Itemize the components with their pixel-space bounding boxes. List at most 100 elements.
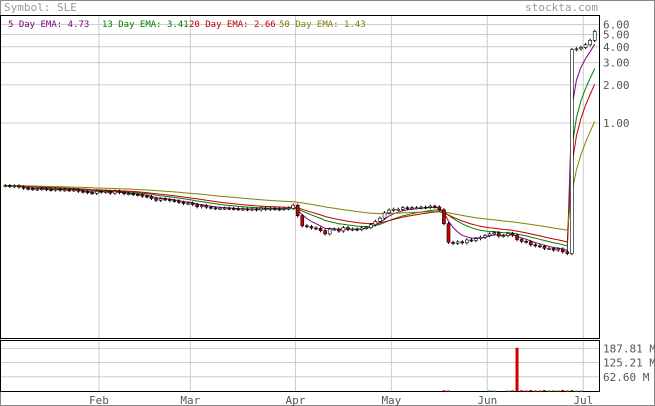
candle-body (17, 185, 21, 188)
candle-body (574, 48, 579, 51)
price-tick-label: 4.00 (603, 41, 630, 54)
candle-body (85, 191, 90, 194)
volume-bar (561, 389, 565, 391)
candle-body (241, 208, 245, 211)
candle-body (501, 235, 506, 237)
candle-body (560, 248, 565, 253)
candle-body (592, 30, 597, 41)
candle-body (423, 206, 428, 209)
price-candles (3, 29, 597, 256)
candle-body (8, 185, 12, 187)
candle-body (49, 189, 53, 191)
price-axis-labels: 6.005.004.00 3.00 2.00 1.00 (603, 18, 630, 129)
candle-body (369, 224, 373, 228)
candle-body (26, 187, 30, 190)
candle-body (551, 248, 556, 251)
candle-body (483, 235, 487, 238)
candle-body (446, 223, 451, 243)
candle-body (432, 205, 437, 208)
candle-body (222, 207, 227, 210)
candle-body (35, 188, 40, 191)
volume-bar (542, 390, 546, 392)
candle-body (455, 241, 460, 244)
candle-body (300, 215, 305, 227)
ema-50-line (5, 121, 596, 231)
candle-body (113, 190, 117, 194)
candle-body (21, 186, 26, 189)
volume-bar (492, 390, 496, 392)
price-tick-label: 2.00 (603, 79, 630, 92)
candle-body (181, 202, 186, 204)
candle-body (291, 204, 295, 209)
candle-body (163, 198, 168, 201)
candle-body (469, 239, 474, 242)
candle-body (364, 227, 369, 229)
candle-body (268, 208, 273, 210)
volume-bar (552, 390, 556, 392)
volume-bar (506, 390, 510, 392)
candle-body (588, 39, 592, 46)
candle-body (277, 208, 282, 211)
volume-bar (529, 390, 533, 392)
candle-body (145, 195, 149, 198)
candle-body (53, 188, 58, 191)
candle-body (122, 192, 126, 195)
candle-body (81, 190, 85, 193)
month-axis-labels: Feb Mar Apr May Jun Jul (89, 394, 593, 406)
candle-body (428, 205, 433, 208)
volume-bar (520, 390, 524, 392)
candle-body (341, 227, 346, 232)
candle-body (282, 208, 286, 210)
price-tick-label: 1.00 (603, 117, 630, 130)
candle-body (355, 228, 359, 231)
candle-body (90, 192, 94, 194)
candle-body (519, 239, 524, 242)
candle-body (318, 228, 323, 231)
candle-body (3, 185, 8, 187)
volume-bar (547, 390, 551, 392)
candle-body (195, 204, 199, 207)
candle-body (565, 251, 570, 254)
candle-body (273, 208, 277, 210)
candle-body (67, 189, 72, 192)
volume-bar (447, 390, 450, 392)
candle-body (460, 241, 465, 244)
candle-body (410, 207, 414, 210)
legend-ema-13: 13 Day EMA: 3.41 (102, 20, 189, 30)
candle-body (305, 225, 309, 228)
candle-body (218, 207, 222, 210)
site-watermark: stockta.com (525, 1, 598, 14)
price-tick-label: 5.00 (603, 28, 630, 41)
candle-body (72, 189, 76, 192)
candle-body (515, 234, 519, 240)
candle-body (570, 49, 574, 254)
candle-body (314, 227, 318, 230)
candle-body (104, 191, 108, 193)
candle-body (538, 245, 542, 248)
candle-body (245, 208, 250, 211)
candle-body (323, 230, 327, 235)
candle-body (583, 44, 588, 48)
candle-body (373, 221, 378, 226)
legend-ema-20: 20 Day EMA: 2.66 (189, 20, 276, 30)
volume-bar (538, 390, 542, 392)
symbol-label: Symbol: SLE (4, 1, 77, 14)
candle-body (391, 208, 396, 211)
volume-bar (488, 390, 492, 392)
candle-body (295, 204, 300, 217)
candle-body (12, 185, 17, 188)
candle-body (533, 244, 538, 247)
candle-body (286, 207, 291, 210)
candle-body (359, 227, 364, 230)
legend-ema-5: 5 Day EMA: 4.73 (8, 20, 89, 30)
volume-bar (524, 390, 528, 392)
volume-tick-label: 187.81 M (603, 342, 655, 355)
candle-body (131, 193, 136, 196)
volume-bar (510, 390, 514, 392)
volume-bar (515, 347, 519, 391)
candle-body (528, 241, 533, 246)
volume-bars (442, 347, 583, 392)
candle-body (506, 233, 510, 236)
